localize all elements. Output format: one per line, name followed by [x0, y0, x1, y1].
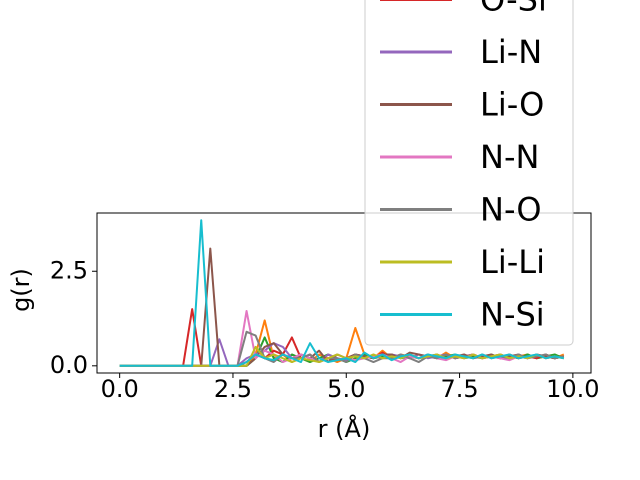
- x-tick-label: 10.0: [546, 375, 599, 403]
- legend-label: N-O: [480, 191, 542, 229]
- legend-label: O-Si: [480, 0, 547, 19]
- y-tick-label: 0.0: [50, 351, 88, 379]
- legend-label: Li-Li: [480, 243, 545, 281]
- plot-frame: [96, 212, 592, 374]
- legend-label: N-N: [480, 138, 539, 176]
- x-tick-label: 7.5: [440, 375, 478, 403]
- x-axis-label: r (Å): [318, 414, 371, 443]
- legend-box: [364, 0, 574, 346]
- legend-label: Li-N: [480, 33, 542, 71]
- data-line: [119, 219, 565, 367]
- x-tick-label: 0.0: [101, 375, 139, 403]
- legend-label: N-Si: [480, 296, 545, 334]
- legend: O-Si Li-N Li-O N-N N-O Li-Li N-Si: [364, 0, 574, 346]
- y-axis-label: g(r): [7, 268, 35, 312]
- x-tick-label: 2.5: [214, 375, 252, 403]
- y-tick-label: 2.5: [50, 256, 88, 284]
- x-tick-label: 5.0: [327, 375, 365, 403]
- legend-label: Li-O: [480, 86, 544, 124]
